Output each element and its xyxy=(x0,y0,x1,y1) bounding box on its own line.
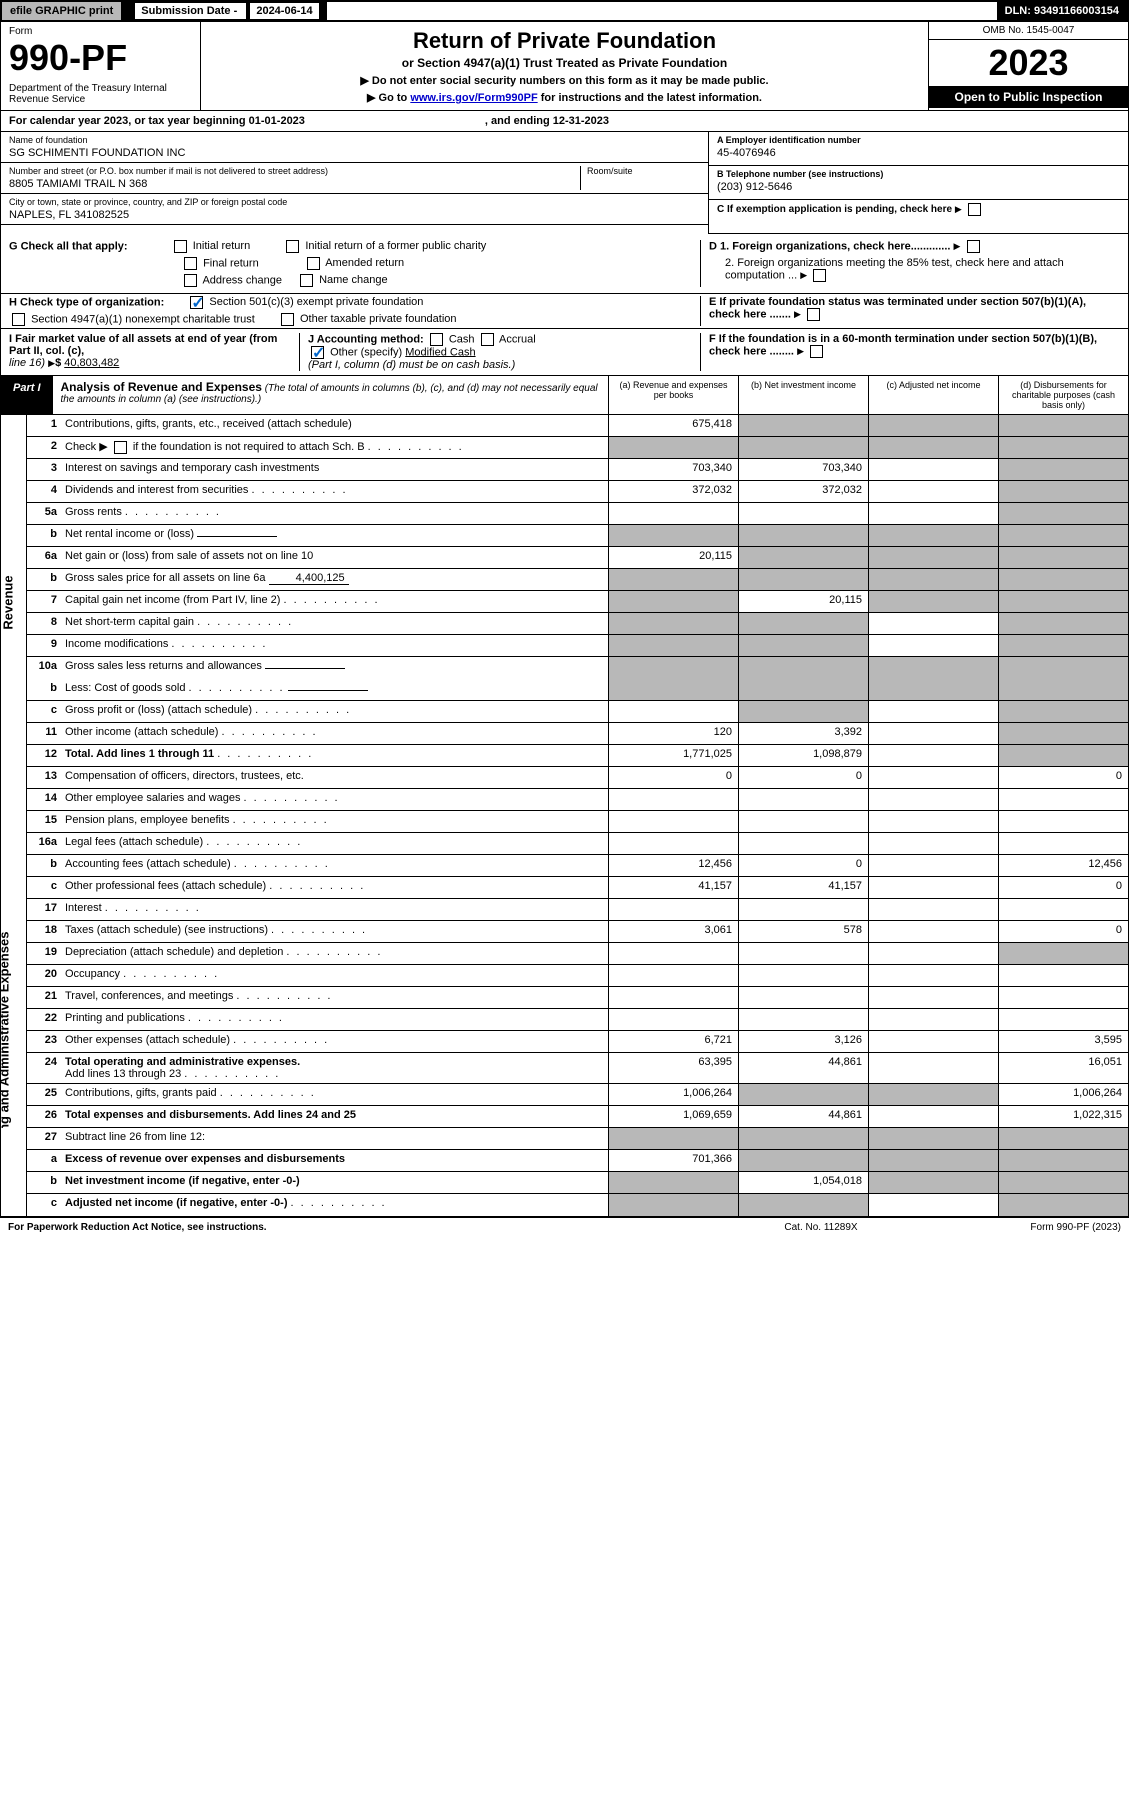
address-cell: Number and street (or P.O. box number if… xyxy=(1,163,708,194)
header-left: Form 990-PF Department of the Treasury I… xyxy=(1,22,201,110)
e-cb[interactable] xyxy=(807,308,820,321)
submission-date-value: 2024-06-14 xyxy=(250,3,318,19)
other-method-cb[interactable] xyxy=(311,346,324,359)
cal-year-end: , and ending 12-31-2023 xyxy=(485,115,609,127)
room-suite-label: Room/suite xyxy=(587,166,700,176)
phone-cell: B Telephone number (see instructions) (2… xyxy=(709,166,1128,200)
irs-link[interactable]: www.irs.gov/Form990PF xyxy=(410,92,537,104)
net-table: 27Subtract line 26 from line 12: aExcess… xyxy=(0,1128,1129,1217)
city-cell: City or town, state or province, country… xyxy=(1,194,708,225)
efile-print-button[interactable]: efile GRAPHIC print xyxy=(2,2,123,20)
col-b-header: (b) Net investment income xyxy=(738,376,868,414)
col-a-header: (a) Revenue and expenses per books xyxy=(608,376,738,414)
exemption-checkbox[interactable] xyxy=(968,203,981,216)
submission-date-label: Submission Date - xyxy=(135,3,246,19)
g-check-row: G Check all that apply: Initial return I… xyxy=(9,240,692,253)
form-header: Form 990-PF Department of the Treasury I… xyxy=(0,22,1129,111)
initial-former-cb[interactable] xyxy=(286,240,299,253)
page-footer: For Paperwork Reduction Act Notice, see … xyxy=(0,1217,1129,1237)
d2-cb[interactable] xyxy=(813,269,826,282)
section-i-j-f: I Fair market value of all assets at end… xyxy=(0,329,1129,376)
omb-number: OMB No. 1545-0047 xyxy=(929,22,1128,40)
entity-info: Name of foundation SG SCHIMENTI FOUNDATI… xyxy=(0,132,1129,234)
d1-foreign: D 1. Foreign organizations, check here..… xyxy=(709,240,1120,253)
paperwork-notice: For Paperwork Reduction Act Notice, see … xyxy=(8,1222,721,1233)
exemption-pending-cell: C If exemption application is pending, c… xyxy=(709,200,1128,234)
instr-ssn: ▶ Do not enter social security numbers o… xyxy=(207,74,922,87)
d2-foreign: 2. Foreign organizations meeting the 85%… xyxy=(709,257,1120,282)
expenses-side-label: Operating and Administrative Expenses xyxy=(1,767,27,1128)
form-ref: Form 990-PF (2023) xyxy=(921,1222,1121,1233)
r1-a: 675,418 xyxy=(608,415,738,436)
f-cb[interactable] xyxy=(810,345,823,358)
foundation-name-cell: Name of foundation SG SCHIMENTI FOUNDATI… xyxy=(1,132,708,163)
ein-value: 45-4076946 xyxy=(717,147,1120,159)
foundation-name: SG SCHIMENTI FOUNDATION INC xyxy=(9,147,700,159)
accrual-cb[interactable] xyxy=(481,333,494,346)
part1-title: Analysis of Revenue and Expenses (The to… xyxy=(53,376,608,414)
r6b-val: 4,400,125 xyxy=(269,572,349,585)
form-subtitle: or Section 4947(a)(1) Trust Treated as P… xyxy=(207,56,922,70)
part1-label: Part I xyxy=(1,376,53,414)
phone-value: (203) 912-5646 xyxy=(717,181,1120,193)
other-taxable-cb[interactable] xyxy=(281,313,294,326)
501c3-cb[interactable] xyxy=(190,296,203,309)
final-return-cb[interactable] xyxy=(184,257,197,270)
street-address: 8805 TAMIAMI TRAIL N 368 xyxy=(9,178,580,190)
cal-year-begin: For calendar year 2023, or tax year begi… xyxy=(9,115,305,127)
calendar-year-row: For calendar year 2023, or tax year begi… xyxy=(0,111,1129,132)
instr-link: ▶ Go to www.irs.gov/Form990PF for instru… xyxy=(207,91,922,104)
col-d-header: (d) Disbursements for charitable purpose… xyxy=(998,376,1128,414)
cash-cb[interactable] xyxy=(430,333,443,346)
expenses-table: Operating and Administrative Expenses 13… xyxy=(0,767,1129,1128)
form-title: Return of Private Foundation xyxy=(207,28,922,54)
form-label: Form xyxy=(9,26,192,37)
h-check-row: H Check type of organization: Section 50… xyxy=(9,296,692,309)
j-note: (Part I, column (d) must be on cash basi… xyxy=(308,359,515,371)
revenue-table: Revenue 1Contributions, gifts, grants, e… xyxy=(0,415,1129,767)
col-c-header: (c) Adjusted net income xyxy=(868,376,998,414)
top-bar: efile GRAPHIC print Submission Date - 20… xyxy=(0,0,1129,22)
revenue-side-label: Revenue xyxy=(1,415,27,767)
dln: DLN: 93491166003154 xyxy=(997,2,1127,20)
submission-date: Submission Date - 2024-06-14 xyxy=(123,2,326,20)
initial-return-cb[interactable] xyxy=(174,240,187,253)
e-terminated: E If private foundation status was termi… xyxy=(709,296,1120,321)
tax-year: 2023 xyxy=(929,40,1128,86)
sch-b-cb[interactable] xyxy=(114,441,127,454)
ein-cell: A Employer identification number 45-4076… xyxy=(709,132,1128,166)
name-change-cb[interactable] xyxy=(300,274,313,287)
fmv-value: 40,803,482 xyxy=(64,357,119,369)
address-change-cb[interactable] xyxy=(184,274,197,287)
part1-header: Part I Analysis of Revenue and Expenses … xyxy=(0,376,1129,415)
amended-return-cb[interactable] xyxy=(307,257,320,270)
d1-cb[interactable] xyxy=(967,240,980,253)
cat-number: Cat. No. 11289X xyxy=(721,1222,921,1233)
dept-treasury: Department of the Treasury Internal Reve… xyxy=(9,83,192,105)
header-right: OMB No. 1545-0047 2023 Open to Public In… xyxy=(928,22,1128,110)
section-g-d: G Check all that apply: Initial return I… xyxy=(0,234,1129,294)
4947-cb[interactable] xyxy=(12,313,25,326)
section-h-e: H Check type of organization: Section 50… xyxy=(0,294,1129,329)
other-method-value: Modified Cash xyxy=(405,346,475,358)
open-inspection: Open to Public Inspection xyxy=(929,86,1128,108)
form-number: 990-PF xyxy=(9,37,192,79)
i-label: I Fair market value of all assets at end… xyxy=(9,333,277,357)
f-termination: F If the foundation is in a 60-month ter… xyxy=(709,333,1097,357)
header-center: Return of Private Foundation or Section … xyxy=(201,22,928,110)
city-state-zip: NAPLES, FL 341082525 xyxy=(9,209,700,221)
